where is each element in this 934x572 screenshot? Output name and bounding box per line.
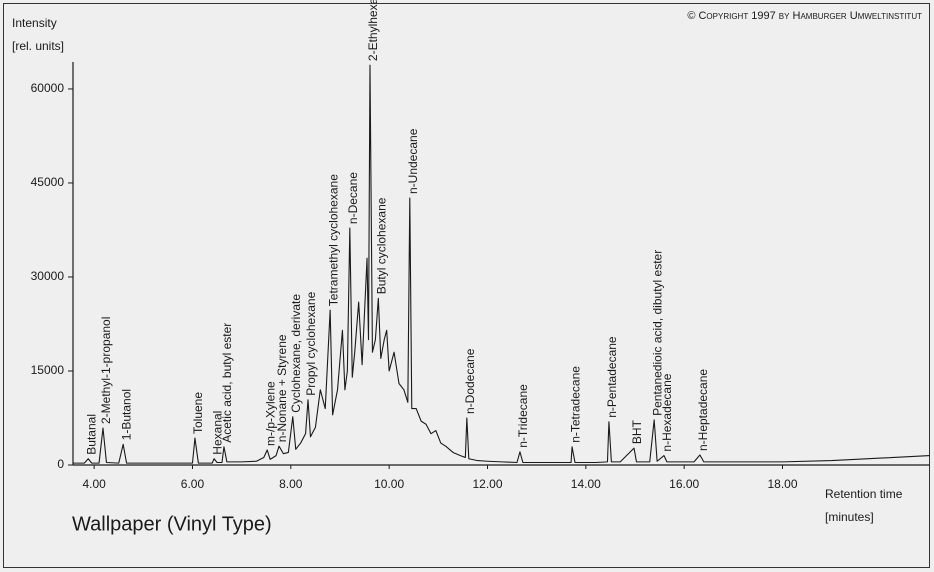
peak-label: n-Heptadecane bbox=[696, 369, 710, 451]
y-axis-label: Intensity bbox=[12, 16, 57, 30]
peak-label: Toluene bbox=[191, 392, 205, 434]
peak-label: m-/p-Xylene bbox=[263, 381, 277, 446]
x-tick-label: 16.00 bbox=[669, 477, 699, 491]
peak-label: 1-Butanol bbox=[119, 389, 133, 440]
peak-label: Butyl cyclohexane bbox=[374, 197, 388, 294]
peak-label: Hexanal bbox=[210, 411, 224, 455]
peak-label: n-Decane bbox=[346, 172, 360, 224]
x-tick-label: 18.00 bbox=[767, 477, 797, 491]
peak-label: n-Hexadecane bbox=[660, 373, 674, 451]
y-tick-label: 45000 bbox=[31, 175, 65, 189]
x-tick-label: 10.00 bbox=[374, 477, 404, 491]
y-axis-unit: [rel. units] bbox=[12, 39, 64, 53]
x-axis-unit: [minutes] bbox=[825, 510, 874, 524]
x-axis-label: Retention time bbox=[825, 487, 903, 501]
y-tick-label: 30000 bbox=[31, 269, 65, 283]
y-tick-label: 15000 bbox=[31, 363, 65, 377]
x-tick-label: 8.00 bbox=[279, 477, 303, 491]
peak-label: Butanal bbox=[84, 414, 98, 455]
y-tick-label: 0 bbox=[57, 457, 64, 471]
frame bbox=[3, 3, 930, 568]
peak-label: n-Pentadecane bbox=[605, 336, 619, 418]
peak-label: 2-Ethylhexanol bbox=[366, 0, 380, 61]
copyright: © Copyright 1997 by Hamburger Umweltinst… bbox=[687, 10, 922, 22]
x-tick-label: 14.00 bbox=[571, 477, 601, 491]
peak-label: BHT bbox=[630, 419, 644, 444]
x-tick-label: 6.00 bbox=[181, 477, 205, 491]
peak-label: Pentanedioic acid, dibutyl ester bbox=[650, 250, 664, 416]
peak-label: n-Tetradecane bbox=[568, 366, 582, 443]
peak-label: Acetic acid, butyl ester bbox=[220, 323, 234, 443]
peak-label: n-Undecane bbox=[406, 128, 420, 194]
x-tick-label: 4.00 bbox=[82, 477, 106, 491]
x-tick-label: 12.00 bbox=[472, 477, 502, 491]
peak-label: n-Tridecane bbox=[516, 384, 530, 448]
peak-label: Tetramethyl cyclohexane bbox=[326, 174, 340, 306]
peak-label: Cyclohexane, derivate bbox=[289, 294, 303, 413]
peak-label: n-Dodecane bbox=[463, 348, 477, 414]
chromatogram-trace bbox=[73, 64, 931, 464]
y-tick-label: 60000 bbox=[31, 81, 65, 95]
peak-label: Propyl cyclohexane bbox=[304, 291, 318, 395]
peak-label: 2-Methyl-1-propanol bbox=[99, 317, 113, 424]
peak-label: n-Nonane + Styrene bbox=[275, 334, 289, 442]
chart-title: Wallpaper (Vinyl Type) bbox=[72, 513, 272, 535]
